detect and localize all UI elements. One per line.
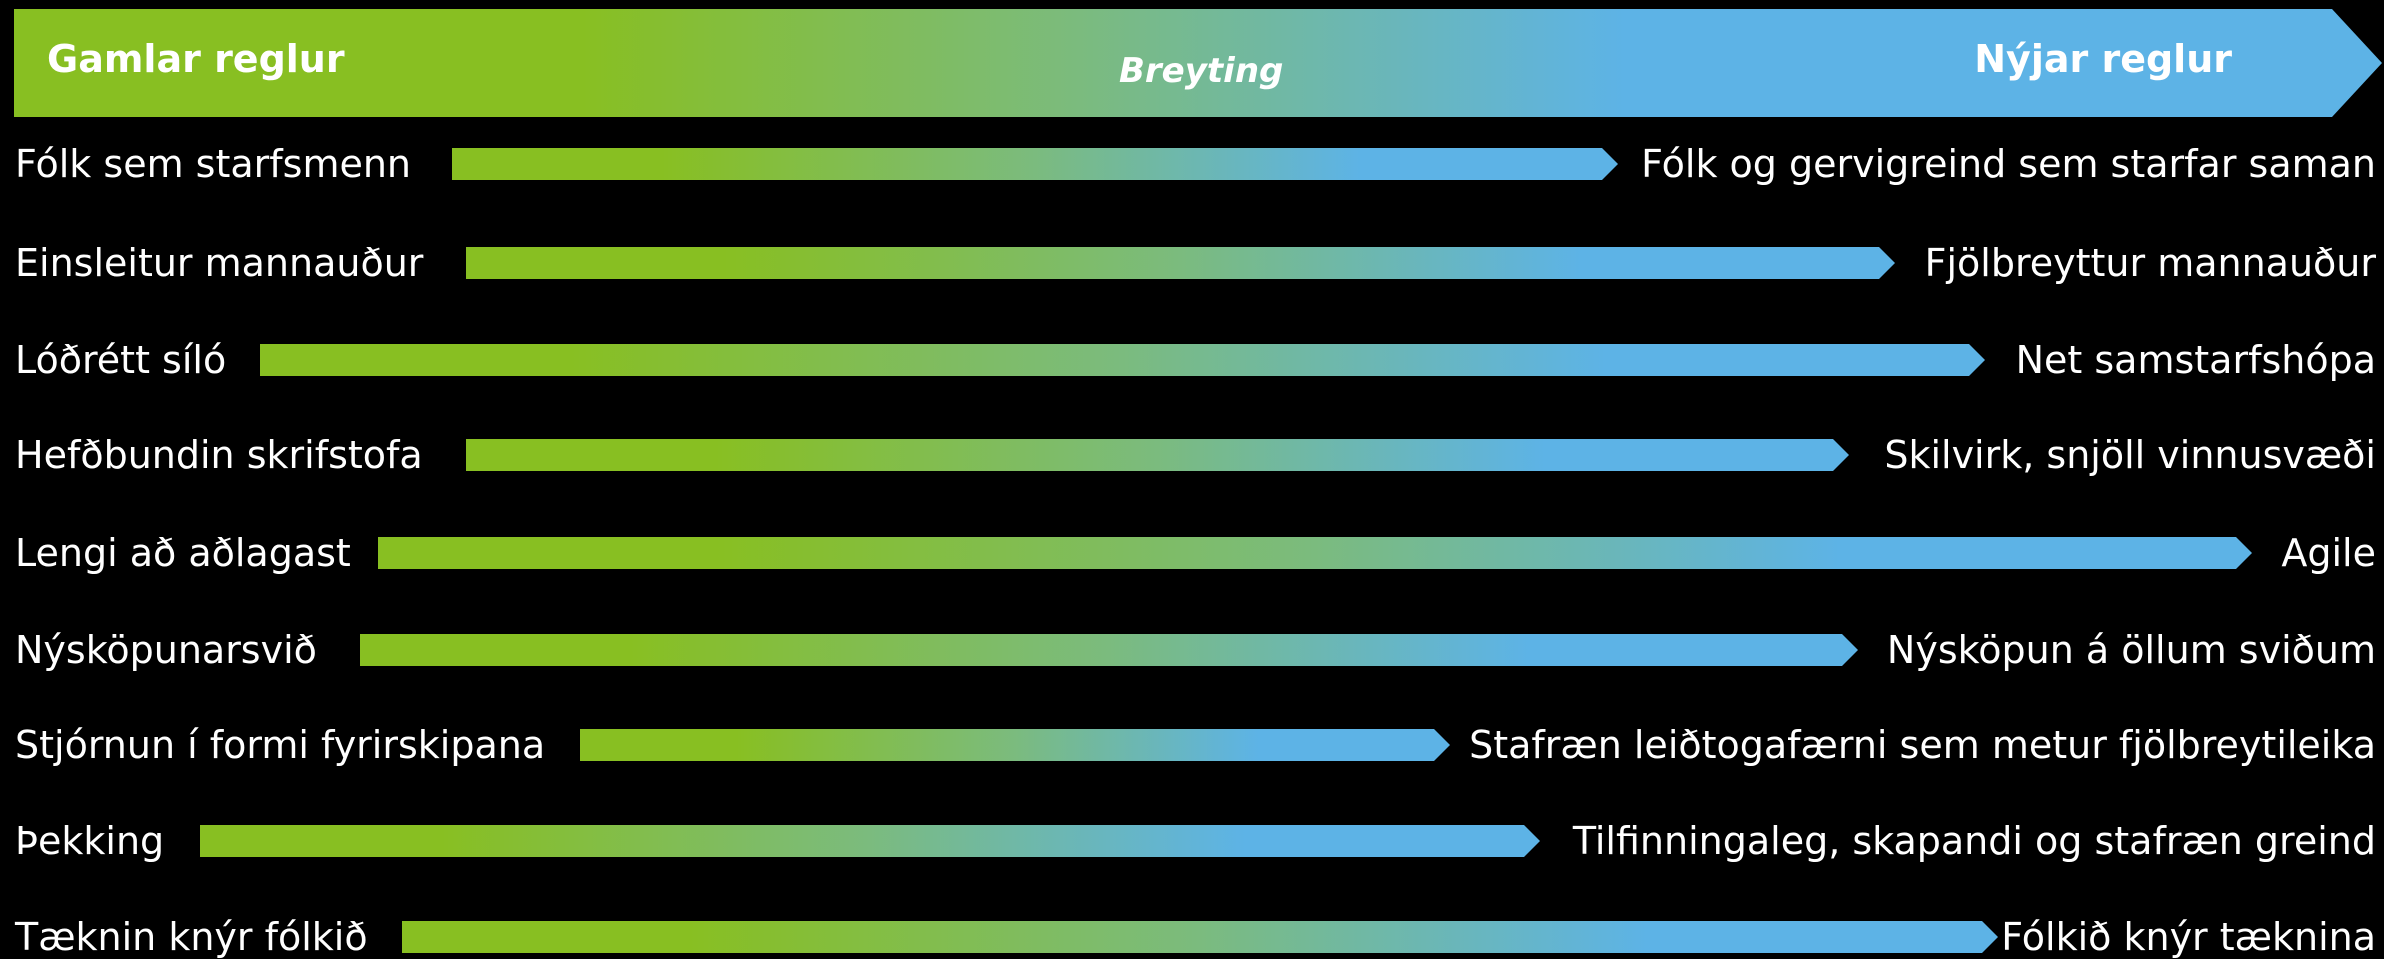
new-rule-label: Stafræn leiðtogafærni sem metur fjölbrey… [1469, 723, 2376, 767]
transition-arrow [466, 247, 1895, 279]
new-rule-label: Nýsköpun á öllum sviðum [1886, 628, 2376, 672]
transition-arrow [402, 921, 1998, 953]
transition-arrow [378, 537, 2252, 569]
transition-arrow [466, 439, 1849, 471]
old-rule-label: Einsleitur mannauður [15, 241, 424, 285]
old-rule-label: Stjórnun í formi fyrirskipana [15, 723, 546, 767]
header-arrow-shape [14, 9, 2382, 117]
transition-arrow [580, 729, 1450, 761]
old-rule-label: Þekking [15, 819, 165, 863]
transition-arrow [200, 825, 1540, 857]
new-rule-label: Fólk og gervigreind sem starfar saman [1641, 142, 2376, 186]
new-rule-label: Fólkið knýr tæknina [2001, 915, 2376, 959]
transition-arrow [260, 344, 1985, 376]
old-rule-label: Hefðbundin skrifstofa [15, 433, 423, 477]
transition-arrow [452, 148, 1618, 180]
old-rule-label: Nýsköpunarsvið [15, 628, 317, 672]
old-rule-label: Lóðrétt síló [15, 338, 227, 382]
new-rule-label: Agile [2281, 531, 2376, 575]
old-rule-label: Lengi að aðlagast [15, 531, 351, 575]
new-rule-label: Fjölbreyttur mannauður [1924, 241, 2376, 285]
change-title: Breyting [1119, 51, 1284, 91]
header-banner: Gamlar reglur Breyting Nýjar reglur [14, 9, 2382, 117]
new-rule-label: Skilvirk, snjöll vinnusvæði [1884, 433, 2376, 477]
old-rule-label: Tæknin knýr fólkið [15, 915, 368, 959]
new-rules-title: Nýjar reglur [1974, 37, 2232, 81]
new-rule-label: Net samstarfshópa [2015, 338, 2376, 382]
old-rules-title: Gamlar reglur [47, 37, 345, 81]
new-rule-label: Tilfinningaleg, skapandi og stafræn grei… [1572, 819, 2376, 863]
old-rule-label: Fólk sem starfsmenn [15, 142, 412, 186]
transition-arrow [360, 634, 1858, 666]
